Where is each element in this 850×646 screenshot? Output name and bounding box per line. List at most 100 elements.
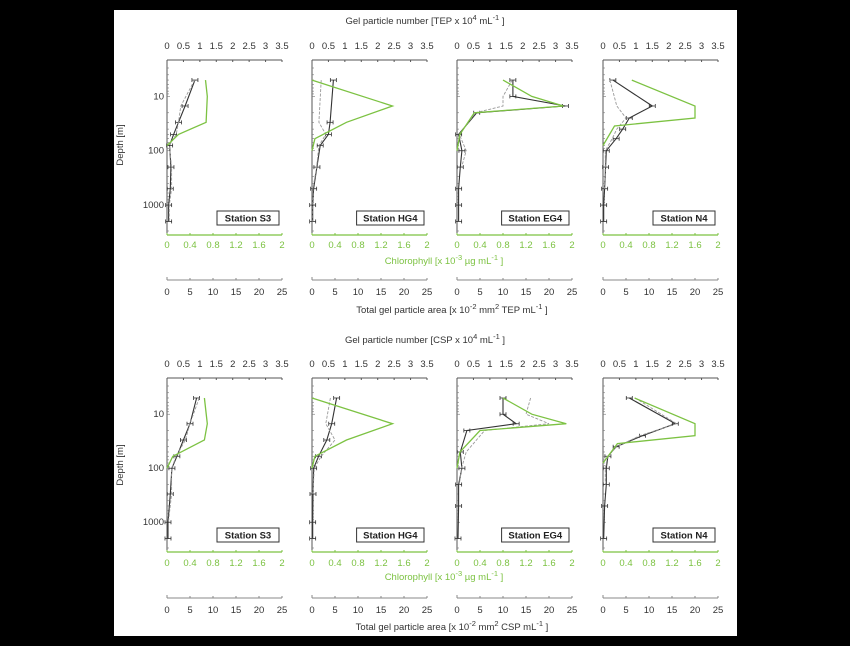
chl-tick-label: 1.6 <box>542 558 555 569</box>
chl-tick-label: 0 <box>600 240 605 251</box>
number-tick-label: 1.5 <box>646 41 659 52</box>
area-tick-label: 10 <box>644 287 655 298</box>
series-gel-particle-number <box>168 79 196 222</box>
number-tick-label: 3.5 <box>711 359 724 370</box>
series-chlorophyll <box>602 79 696 146</box>
area-tick-label: 10 <box>208 605 219 616</box>
station-label: Station EG4 <box>508 531 563 542</box>
series-chlorophyll <box>602 397 696 464</box>
chl-tick-label: 0.8 <box>206 240 219 251</box>
chart-canvas: Gel particle number [TEP x 104 mL-1 ] Dep… <box>115 13 725 633</box>
station-label: Station HG4 <box>363 531 418 542</box>
area-tick-label: 20 <box>254 287 265 298</box>
panel-station-hg4: 0 0.5 1 1.5 2 2.5 3 3.50 0.4 0.8 1.2 1.6 20 5 10 15 20 25… <box>309 359 434 616</box>
number-tick-label: 1.5 <box>355 41 368 52</box>
area-tick-label: 25 <box>713 605 724 616</box>
number-tick-label: 1.5 <box>500 41 513 52</box>
series-gel-particle-number <box>458 80 566 222</box>
station-label: Station N4 <box>661 214 709 225</box>
area-tick-label: 20 <box>544 287 555 298</box>
top-axis-title: Gel particle number [CSP x 104 mL-1 ] <box>345 332 505 346</box>
panel-station-eg4: 0 0.5 1 1.5 2 2.5 3 3.50 0.4 0.8 1.2 1.6 20 5 10 15 20 25… <box>454 41 578 298</box>
chlorophyll-axis-title: Chlorophyll [x 10-3 µg mL-1 ] <box>385 569 504 583</box>
area-tick-label: 5 <box>332 287 337 298</box>
number-tick-label: 0.5 <box>177 41 190 52</box>
chl-tick-label: 0.4 <box>328 240 341 251</box>
number-tick-label: 2.5 <box>679 41 692 52</box>
chl-tick-label: 0 <box>164 240 169 251</box>
number-tick-label: 3.5 <box>275 41 288 52</box>
top-axis-title: Gel particle number [TEP x 104 mL-1 ] <box>345 13 504 27</box>
area-tick-label: 25 <box>277 287 288 298</box>
area-tick-label: 20 <box>399 287 410 298</box>
number-tick-label: 2.5 <box>679 359 692 370</box>
number-tick-label: 2 <box>666 359 671 370</box>
area-tick-label: 0 <box>164 605 169 616</box>
station-label-box <box>216 527 280 543</box>
area-tick-label: 0 <box>454 287 459 298</box>
area-axis-title: Total gel particle area [x 10-2 mm2 CSP … <box>356 619 549 633</box>
station-label-box <box>501 527 570 543</box>
area-tick-label: 5 <box>332 605 337 616</box>
area-tick-label: 15 <box>521 605 532 616</box>
area-tick-label: 5 <box>623 605 628 616</box>
series-total-gel-particle-area <box>312 80 327 222</box>
number-tick-label: 1 <box>487 359 492 370</box>
series-total-gel-particle-area <box>167 397 200 523</box>
depth-tick-label: 1000 <box>143 517 164 528</box>
number-tick-label: 1 <box>197 41 202 52</box>
station-label-box <box>356 527 425 543</box>
number-tick-label: 3.5 <box>565 359 578 370</box>
station-label: Station HG4 <box>363 214 418 225</box>
area-tick-label: 5 <box>187 605 192 616</box>
area-tick-label: 20 <box>254 605 265 616</box>
number-tick-label: 3.5 <box>420 41 433 52</box>
chl-tick-label: 2 <box>279 558 284 569</box>
number-tick-label: 0 <box>454 41 459 52</box>
series-gel-particle-number <box>312 80 334 222</box>
number-tick-label: 2.5 <box>388 359 401 370</box>
area-tick-label: 25 <box>422 605 433 616</box>
station-label-box <box>652 210 716 226</box>
number-tick-label: 0.5 <box>322 41 335 52</box>
y-axis-label: Depth [m] <box>115 444 126 485</box>
number-tick-label: 2.5 <box>533 359 546 370</box>
area-tick-label: 20 <box>690 287 701 298</box>
chl-tick-label: 1.2 <box>665 240 678 251</box>
chart-row-tep: Gel particle number [TEP x 104 mL-1 ] Dep… <box>115 13 725 316</box>
panel-station-n4: 0 0.5 1 1.5 2 2.5 3 3.50 0.4 0.8 1.2 1.6 20 5 10 15 20 25… <box>600 359 725 616</box>
number-tick-label: 2 <box>375 41 380 52</box>
number-tick-label: 2 <box>375 359 380 370</box>
number-tick-label: 1 <box>633 359 638 370</box>
chl-tick-label: 0.8 <box>496 240 509 251</box>
number-tick-label: 2.5 <box>243 359 256 370</box>
y-axis-label: Depth [m] <box>115 124 126 165</box>
number-tick-label: 2.5 <box>243 41 256 52</box>
area-tick-label: 20 <box>399 605 410 616</box>
number-tick-label: 3.5 <box>565 41 578 52</box>
number-tick-label: 3 <box>553 359 558 370</box>
station-label-box <box>356 210 425 226</box>
area-tick-label: 10 <box>498 287 509 298</box>
number-tick-label: 0.5 <box>322 359 335 370</box>
number-tick-label: 3.5 <box>275 359 288 370</box>
area-tick-label: 25 <box>567 605 578 616</box>
series-total-gel-particle-area <box>168 79 195 222</box>
area-tick-label: 25 <box>422 287 433 298</box>
number-tick-label: 0.5 <box>467 41 480 52</box>
chl-tick-label: 2 <box>279 240 284 251</box>
area-tick-label: 15 <box>231 287 242 298</box>
number-tick-label: 3 <box>263 359 268 370</box>
number-tick-label: 2 <box>666 41 671 52</box>
chl-tick-label: 1.2 <box>229 240 242 251</box>
chl-tick-label: 2 <box>569 558 574 569</box>
series-chlorophyll <box>456 397 567 469</box>
series-gel-particle-number <box>312 397 338 539</box>
panel-station-n4: 0 0.5 1 1.5 2 2.5 3 3.50 0.4 0.8 1.2 1.6 20 5 10 15 20 25… <box>600 41 725 298</box>
number-tick-label: 0 <box>309 359 314 370</box>
number-tick-label: 3.5 <box>711 41 724 52</box>
chl-tick-label: 0.4 <box>619 240 632 251</box>
chl-tick-label: 1.6 <box>688 240 701 251</box>
panel-station-hg4: 0 0.5 1 1.5 2 2.5 3 3.50 0.4 0.8 1.2 1.6 20 5 10 15 20 25… <box>309 41 434 298</box>
series-gel-particle-number <box>167 397 198 539</box>
